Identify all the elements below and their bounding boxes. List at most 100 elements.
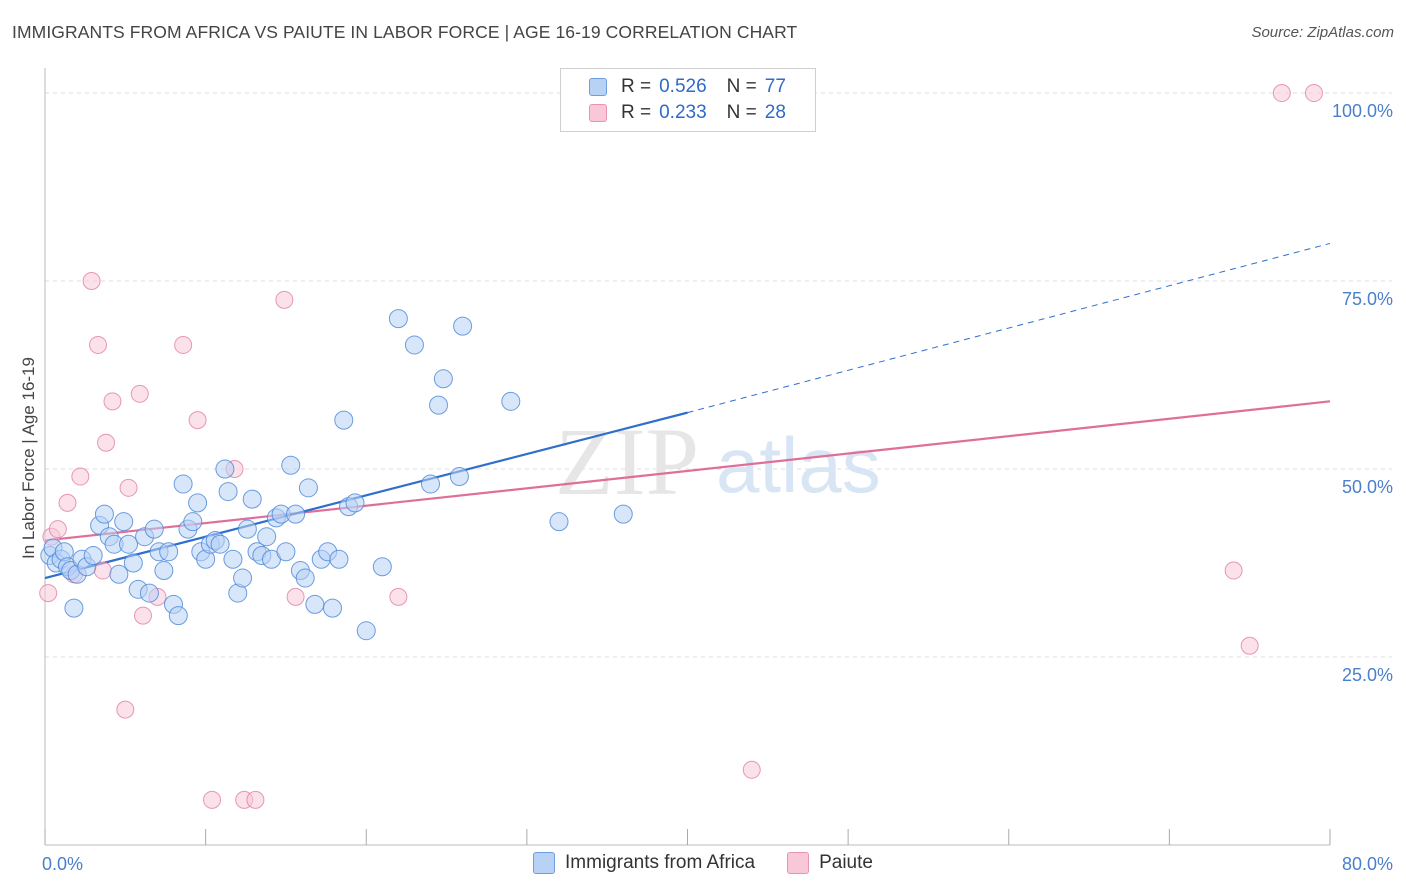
point-paiute [97,433,116,452]
y-tick-label: 75.0% [1342,289,1393,309]
stats-legend: R = 0.526 N = 77 R = 0.233 N = 28 [560,68,816,132]
series-name-africa: Immigrants from Africa [565,852,756,873]
point-africa [139,583,159,603]
y-axis-title: In Labor Force | Age 16-19 [19,357,38,559]
point-africa [233,568,253,588]
legend-n-label-paiute: N = [726,102,757,123]
legend-r-value-paiute: 0.233 [659,102,707,123]
legend-n-value-africa: 77 [764,76,786,97]
series-legend-paiute[interactable]: Paiute [787,852,873,874]
point-africa [183,512,203,532]
point-africa [154,561,174,581]
source-label: Source: ZipAtlas.com [1251,24,1394,41]
point-paiute [93,561,112,580]
trendline-africa-extension [687,242,1331,414]
point-africa [429,395,449,415]
series-name-paiute: Paiute [819,852,873,873]
point-africa [159,542,179,562]
point-africa [257,527,277,547]
point-africa [305,594,325,614]
point-africa [109,564,129,584]
point-paiute [275,290,294,309]
point-paiute [188,411,207,430]
point-paiute [1304,84,1323,103]
point-africa [286,504,306,524]
legend-n-label-africa: N = [726,76,757,97]
points-layer [39,84,1323,809]
x-tick-label-max: 80.0% [1342,854,1393,874]
point-africa [123,553,143,573]
y-tick-label: 50.0% [1342,477,1393,497]
y-tick-label: 100.0% [1332,101,1393,121]
point-paiute [58,493,77,512]
legend-n-value-paiute: 28 [764,102,786,123]
point-africa [218,482,238,502]
point-africa [242,489,262,509]
point-paiute [116,700,135,719]
point-paiute [1224,561,1243,580]
point-africa [613,504,633,524]
point-africa [329,549,349,569]
point-africa [298,478,318,498]
point-africa [83,545,103,565]
axis-layer [44,68,1331,846]
label-layer: 25.0% 50.0% 75.0% 100.0% 0.0% 80.0% In Labor F… [19,101,1393,874]
point-paiute [130,384,149,403]
point-paiute [39,584,58,603]
point-paiute [174,335,193,354]
legend-r-label-africa: R = [621,76,652,97]
series-swatch-africa [533,852,556,874]
point-africa [173,474,193,494]
point-africa [94,504,114,524]
y-tick-label: 25.0% [1342,665,1393,685]
point-africa [388,309,408,329]
point-africa [223,549,243,569]
point-africa [295,568,315,588]
point-africa [114,512,134,532]
point-paiute [103,392,122,411]
point-paiute [286,587,305,606]
point-paiute [133,606,152,625]
point-africa [501,391,521,411]
point-africa [449,467,469,487]
point-africa [281,455,301,475]
point-africa [433,369,453,389]
point-africa [119,534,139,554]
grid-layer [45,92,1392,658]
point-africa [64,598,84,618]
point-paiute [1272,84,1291,103]
trendline-paiute [44,400,1331,542]
point-paiute [742,760,761,779]
point-africa [372,557,392,577]
point-africa [345,493,365,513]
series-legend-africa[interactable]: Immigrants from Africa [533,852,755,874]
point-africa [356,621,376,641]
legend-row-africa: R = 0.526 N = 77 [589,75,786,99]
legend-r-value-africa: 0.526 [659,76,707,97]
point-africa [188,493,208,513]
legend-row-paiute: R = 0.233 N = 28 [589,101,786,125]
watermark: ZIP atlas [555,408,881,515]
point-paiute [71,467,90,486]
legend-swatch-paiute [589,104,607,122]
series-swatch-paiute [787,852,810,874]
point-africa [453,316,473,336]
point-paiute [246,790,265,809]
point-africa [168,606,188,626]
point-paiute [203,790,222,809]
point-africa [144,519,164,539]
point-paiute [119,478,138,497]
legend-swatch-africa [589,78,607,96]
point-africa [404,335,424,355]
point-africa [421,474,440,494]
legend-r-label-paiute: R = [621,102,652,123]
watermark-zip: ZIP [555,408,699,515]
point-paiute [389,587,408,606]
chart-title: IMMIGRANTS FROM AFRICA VS PAIUTE IN LABO… [12,22,798,42]
point-africa [210,534,230,554]
point-paiute [89,335,108,354]
point-africa [323,598,343,618]
point-paiute [48,520,67,539]
point-africa [334,410,354,430]
